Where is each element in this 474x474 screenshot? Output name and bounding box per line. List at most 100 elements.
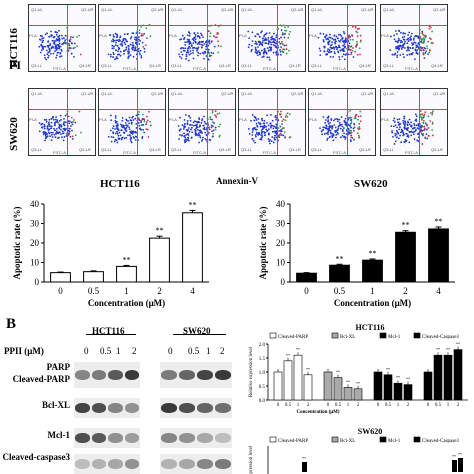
- quadrant-label: Q1-UL: [311, 91, 323, 96]
- x-tick-label: 2: [457, 403, 460, 408]
- y-tick-label: 0: [35, 277, 40, 287]
- bar: [116, 265, 137, 283]
- flow-plot-tile: Q1-UL Q2-UR Q3-LL Q4-LR FITC-A PI-A: [308, 88, 376, 156]
- quadrant-label: Q3-LL: [31, 147, 43, 152]
- flow-plot-tile: Q1-UL Q2-UR Q3-LL Q4-LR FITC-A PI-A: [380, 88, 448, 156]
- x-tick-label: 0.5: [335, 403, 342, 408]
- quadrant-label: Q2-UR: [81, 91, 94, 96]
- blot-band: [124, 433, 139, 443]
- quadrant-label: Q1-UL: [241, 7, 253, 12]
- significance-mark: **: [356, 381, 360, 386]
- bar: [458, 458, 463, 472]
- bar: [383, 374, 393, 401]
- quadrant-line-horizontal: [381, 25, 447, 26]
- x-tick-label: 2: [403, 286, 408, 296]
- blot-band: [179, 459, 195, 469]
- bar: [453, 349, 463, 401]
- significance-mark: **: [302, 456, 306, 461]
- bar: [329, 264, 350, 283]
- legend-label: Cleaved-PARP: [278, 335, 308, 340]
- bar: [273, 371, 283, 401]
- bar: [403, 384, 413, 401]
- x-tick-label: 2: [307, 403, 310, 408]
- quadrant-label: Q2-UR: [361, 7, 374, 12]
- significance-mark: **: [436, 347, 440, 352]
- quadrant-line-horizontal: [169, 109, 235, 110]
- x-tick-label: 2: [357, 403, 360, 408]
- flow-x-axis-label: FITC-A: [263, 150, 276, 155]
- hct116-chart-title: HCT116: [100, 178, 140, 190]
- quadrant-line-horizontal: [99, 25, 165, 26]
- legend-label: Bcl-XL: [340, 439, 355, 444]
- bar: [323, 371, 333, 401]
- flow-x-axis-label: FITC-A: [123, 150, 136, 155]
- quadrant-label: Q4-LR: [431, 147, 443, 152]
- y-tick-label: 20: [276, 238, 286, 248]
- legend-label: Cleaved-Caspase3: [422, 439, 459, 444]
- x-axis-title: Concentration (μM): [297, 410, 340, 415]
- bar: [373, 371, 383, 401]
- legend-swatch: [331, 436, 339, 443]
- significance-mark: **: [452, 454, 456, 459]
- expression-title-hct116: HCT116: [356, 323, 385, 332]
- bar: [443, 354, 453, 401]
- quadrant-line-vertical: [67, 89, 68, 155]
- significance-mark: **: [406, 377, 410, 382]
- flow-y-axis-label: PI-A: [29, 33, 37, 38]
- expression-title-sw620: SW620: [358, 427, 382, 436]
- wb-header-sw620-rule: [173, 334, 226, 335]
- quadrant-label: Q4-LR: [219, 63, 231, 68]
- y-tick-label: 10: [276, 258, 286, 268]
- lane-label: 2: [132, 346, 137, 356]
- blot-band: [91, 459, 106, 469]
- x-tick-label: 0: [327, 403, 330, 408]
- blot-band: [215, 403, 231, 413]
- flow-x-axis-label: FITC-A: [405, 66, 418, 71]
- blot-strip: [74, 454, 140, 474]
- flow-plot-tile: Q1-UL Q2-UR Q3-LL Q4-LR FITC-A PI-A: [168, 88, 236, 156]
- legend-label: Cleaved-Caspase3: [422, 335, 459, 340]
- blot-band: [161, 403, 177, 413]
- lane-label: 1: [206, 346, 211, 356]
- legend-label: Bcl-XL: [340, 335, 355, 340]
- flow-y-axis-label: PI-A: [99, 117, 107, 122]
- x-tick-label: 0: [427, 403, 430, 408]
- x-tick-label: 0: [304, 286, 309, 296]
- flow-x-axis-label: FITC-A: [333, 150, 346, 155]
- significance-mark: **: [402, 221, 410, 230]
- bar: [353, 388, 363, 401]
- quadrant-label: Q2-UR: [291, 91, 304, 96]
- x-tick-label: 0.5: [334, 286, 346, 296]
- blot-band: [161, 433, 177, 443]
- y-tick-label: 40: [276, 199, 286, 209]
- blot-band: [124, 459, 139, 469]
- flow-plot-tile: Q1-UL Q2-UR Q3-LL Q4-LR FITC-A PI-A: [308, 4, 376, 72]
- lane-label: 0.5: [100, 346, 112, 356]
- flow-x-axis-label: FITC-A: [53, 66, 66, 71]
- y-tick-label: 40: [30, 199, 40, 209]
- bar: [149, 237, 170, 283]
- flow-y-axis-label: PI-A: [239, 33, 247, 38]
- quadrant-label: Q3-LL: [383, 63, 395, 68]
- quadrant-label: Q4-LR: [289, 147, 301, 152]
- bar: [293, 354, 303, 401]
- protein-label: PARP: [46, 362, 70, 372]
- blot-band: [124, 403, 139, 413]
- legend-swatch: [413, 332, 421, 339]
- quadrant-label: Q1-UL: [241, 91, 253, 96]
- significance-mark: **: [435, 217, 443, 226]
- quadrant-label: Q1-UL: [101, 91, 113, 96]
- bar: [333, 377, 343, 401]
- blot-band: [91, 370, 106, 380]
- x-tick-label: 0.5: [385, 403, 392, 408]
- quadrant-label: Q1-UL: [383, 91, 395, 96]
- quadrant-label: Q1-UL: [311, 7, 323, 12]
- blot-strip: [74, 428, 140, 448]
- quadrant-label: Q4-LR: [219, 147, 231, 152]
- lane-label: 0: [168, 346, 173, 356]
- y-tick-label: 0.5: [259, 385, 266, 390]
- protein-label: Cleaved-caspase3: [2, 452, 71, 462]
- bar: [452, 460, 457, 472]
- quadrant-line-horizontal: [29, 25, 95, 26]
- bar: [423, 371, 433, 401]
